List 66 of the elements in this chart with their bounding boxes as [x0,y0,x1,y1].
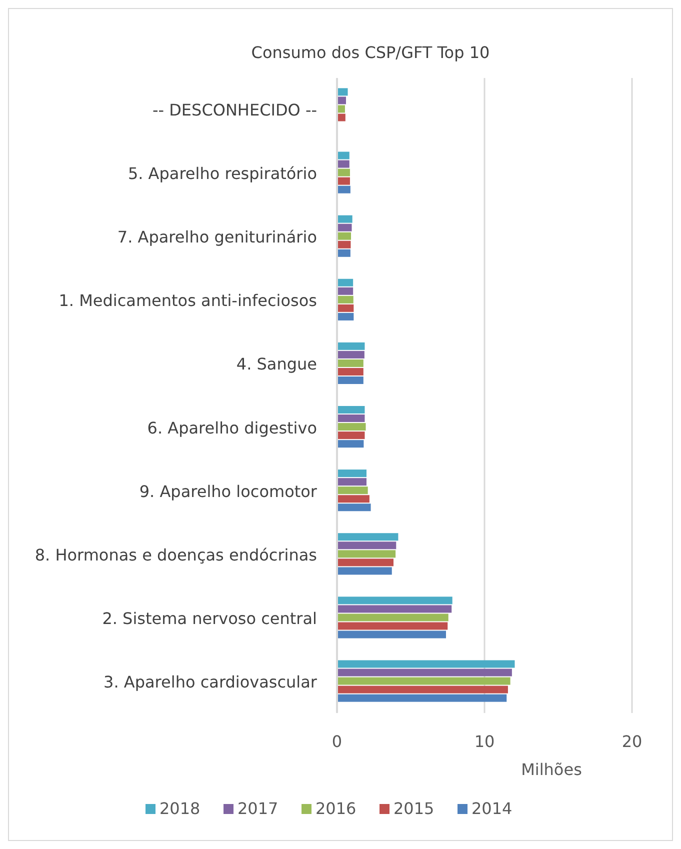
bar [337,160,350,168]
bar [337,249,350,257]
bar [337,296,354,304]
bar [337,596,452,604]
bar [337,304,354,312]
bar [337,312,354,320]
bar [337,240,351,248]
legend-label: 2018 [160,799,200,818]
bar [337,376,364,384]
bar [337,432,365,440]
bar [337,342,365,350]
bar [337,605,452,613]
legend-label: 2017 [238,799,278,818]
bar [337,215,352,223]
bar [337,177,350,185]
y-tick-label: 7. Aparelho geniturinário [117,228,317,247]
bar [337,368,364,376]
bar [337,168,350,176]
bar [337,504,371,512]
bar [337,622,448,630]
bar [337,614,448,622]
x-tick-label: 20 [622,732,642,751]
y-tick-label: 8. Hormonas e doenças endócrinas [34,545,317,564]
y-tick-label: 4. Sangue [236,354,317,374]
x-tick-label: 10 [474,732,495,751]
legend-label: 2016 [316,799,356,818]
bar [337,478,366,486]
bar [337,423,366,431]
chart-title: Consumo dos CSP/GFT Top 10 [251,43,490,62]
bar [337,152,350,160]
bar [337,567,392,575]
bar [337,224,352,232]
bar [337,686,508,694]
bar [337,533,398,541]
bar [337,88,348,96]
bar [337,660,515,668]
x-tick-label: 0 [332,732,342,751]
bar [337,440,364,448]
bar [337,550,396,558]
y-tick-label: -- DESCONHECIDO -- [152,100,317,120]
bar [337,359,364,367]
bar [337,186,350,194]
bar [337,350,364,358]
bar [337,287,354,295]
bar [337,542,396,550]
bar [337,486,368,494]
bar [337,630,446,638]
bar [337,694,507,702]
bar [337,232,352,240]
legend-label: 2014 [472,799,512,818]
y-tick-label: 6. Aparelho digestivo [147,418,317,438]
y-tick-label: 5. Aparelho respiratório [128,164,317,184]
y-tick-label: 3. Aparelho cardiovascular [104,672,318,692]
legend-label: 2015 [394,799,434,818]
bar [337,677,510,685]
bar [337,406,365,414]
bar [337,278,354,286]
bar [337,495,370,503]
y-tick-label: 9. Aparelho locomotor [139,482,318,501]
bar [337,414,365,422]
y-tick-label: 2. Sistema nervoso central [102,608,317,628]
bar [337,668,512,676]
bar [337,470,366,478]
bar [337,558,394,566]
x-axis-title: Milhões [521,760,582,779]
y-tick-label: 1. Medicamentos anti-infeciosos [58,291,317,310]
